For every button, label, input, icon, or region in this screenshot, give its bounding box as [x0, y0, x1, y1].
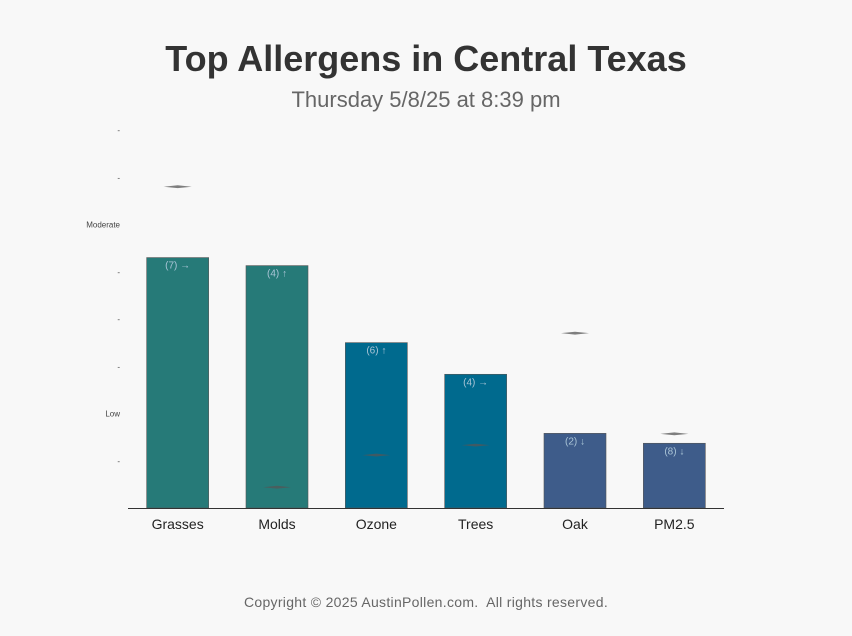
- bar-data-label: (4) →: [463, 377, 488, 388]
- bar-data-label: (2) ↓: [565, 436, 585, 447]
- bar-trees: [444, 373, 507, 509]
- chart-subtitle: Thursday 5/8/25 at 8:39 pm: [291, 87, 561, 112]
- previous-value-marker: [362, 453, 391, 457]
- x-tick-label: Grasses: [152, 516, 204, 532]
- y-tick-label: Low: [105, 410, 120, 419]
- y-tick-label: -: [117, 457, 120, 466]
- x-tick-label: Molds: [258, 516, 295, 532]
- x-tick-label: Oak: [562, 516, 589, 532]
- chart-title: Top Allergens in Central Texas: [165, 38, 687, 79]
- previous-value-marker: [461, 443, 490, 447]
- previous-value-marker: [660, 432, 689, 436]
- bar-data-label: (4) ↑: [267, 269, 287, 280]
- copyright-footer: Copyright © 2025 AustinPollen.com. All r…: [243, 594, 609, 610]
- bar-grasses: [146, 257, 209, 509]
- y-tick-label: -: [117, 126, 120, 135]
- y-tick-label: -: [117, 362, 120, 371]
- x-tick-label: Trees: [458, 516, 493, 532]
- bar-pm2-5: [643, 442, 706, 509]
- bar-ozone: [345, 342, 408, 509]
- bar-data-label: (6) ↑: [366, 346, 386, 357]
- previous-value-marker: [163, 185, 192, 189]
- bar-data-label: (7) →: [165, 261, 190, 272]
- y-tick-label: -: [117, 315, 120, 324]
- bar-oak: [543, 433, 607, 509]
- bar-data-label: (8) ↓: [664, 446, 684, 457]
- y-tick-label: Moderate: [86, 221, 120, 230]
- x-tick-label: PM2.5: [654, 516, 695, 532]
- y-tick-label: -: [117, 173, 120, 182]
- previous-value-marker: [263, 485, 291, 489]
- previous-value-marker: [561, 331, 589, 335]
- y-tick-label: -: [117, 268, 120, 277]
- bar-molds: [245, 265, 309, 509]
- x-tick-label: Ozone: [356, 516, 397, 532]
